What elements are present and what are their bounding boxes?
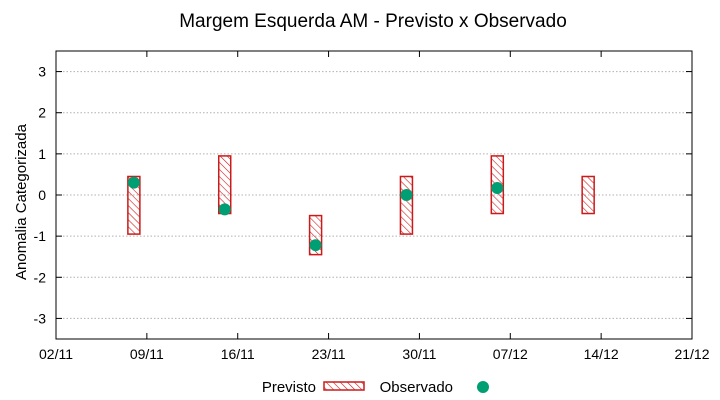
legend-marker-observado [477, 381, 489, 393]
previsto-box [399, 175, 414, 235]
legend-label-previsto: Previsto [262, 379, 316, 396]
x-tick-label: 16/11 [221, 346, 255, 362]
x-tick-label: 14/12 [584, 346, 619, 362]
observado-point [218, 203, 231, 216]
x-tick-label: 21/12 [674, 346, 709, 362]
y-tick-label: 0 [38, 187, 46, 203]
legend-label-observado: Observado [380, 379, 453, 396]
observado-point [491, 182, 504, 195]
plot-frame [55, 50, 693, 340]
x-tick-label: 07/12 [493, 346, 528, 362]
legend-swatch-previsto [323, 381, 365, 391]
previsto-box [127, 175, 141, 235]
y-tick-label: 3 [38, 64, 46, 80]
previsto-series [127, 155, 595, 256]
chart-title: Margem Esquerda AM - Previsto x Observad… [179, 11, 567, 32]
y-tick-label: 1 [38, 146, 46, 162]
x-tick-label: 23/11 [312, 346, 346, 362]
y-tick-label: -3 [34, 310, 47, 326]
y-tick-label: 2 [38, 105, 46, 121]
x-tick-label: 09/11 [130, 346, 164, 362]
grid-lines [56, 71, 692, 319]
y-tick-label: -1 [34, 228, 47, 244]
x-tick-label: 30/11 [402, 346, 436, 362]
observado-point [400, 189, 413, 201]
y-axis-ticks: -3 -2 -1 0 1 2 3 [34, 64, 692, 326]
observado-series [127, 176, 504, 252]
y-axis-label: Anomalia Categorizada [13, 123, 30, 280]
observado-point [127, 176, 140, 189]
legend: Previsto Observado [262, 379, 489, 396]
y-tick-label: -2 [34, 269, 47, 285]
previsto-box [581, 175, 595, 215]
x-tick-label: 02/11 [39, 346, 73, 362]
observado-point [309, 239, 322, 252]
